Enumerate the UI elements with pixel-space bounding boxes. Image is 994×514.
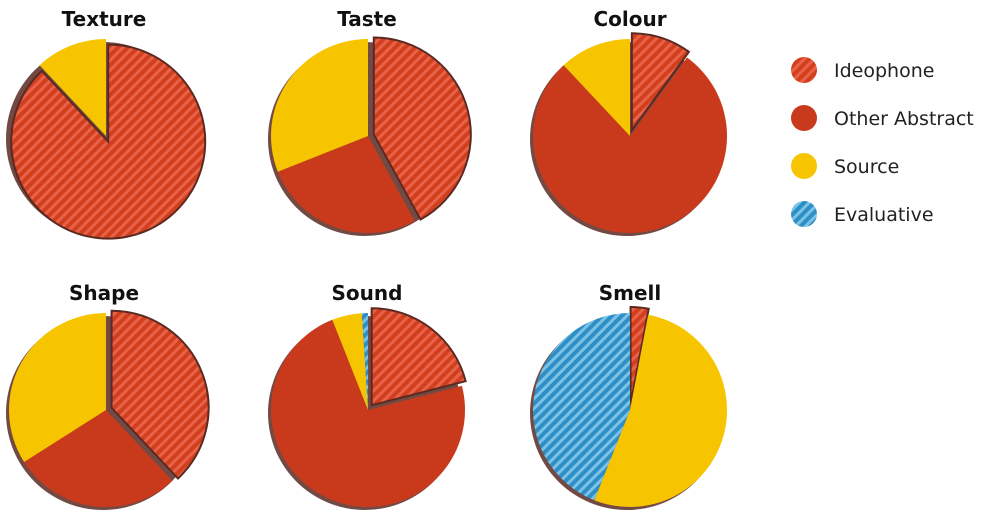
pie-texture: Texture (6, 7, 207, 240)
legend-item-other-abstract: Other Abstract (791, 105, 974, 131)
pie-slice-shape-source (9, 312, 106, 462)
pie-slice-shape-other-abstract (24, 410, 173, 507)
pie-slice-smell-evaluative (533, 313, 630, 501)
pie-shape: Shape (6, 281, 210, 510)
legend-swatch-ideophone (791, 57, 817, 83)
pie-slice-sound-other-abstract (271, 319, 465, 507)
legend-item-ideophone: Ideophone (791, 57, 934, 83)
pie-slice-smell-ideophone (629, 306, 650, 405)
legend-label-evaluative: Evaluative (834, 204, 934, 226)
pie-title-colour: Colour (593, 7, 666, 31)
legend-item-source: Source (791, 153, 899, 179)
legend-item-evaluative: Evaluative (791, 201, 934, 227)
pie-slice-taste-ideophone (372, 36, 472, 221)
pie-smell: Smell (530, 281, 728, 510)
pie-slice-smell-source (594, 314, 728, 507)
pie-slice-colour-other-abstract (533, 57, 727, 233)
pie-title-shape: Shape (69, 281, 139, 305)
pie-slice-texture-source (39, 39, 106, 136)
legend-swatch-other-abstract (791, 105, 817, 131)
pie-sound: Sound (268, 281, 467, 510)
pie-taste: Taste (268, 7, 472, 236)
pie-colour: Colour (530, 7, 727, 236)
legend-label-other-abstract: Other Abstract (834, 108, 974, 130)
pie-title-texture: Texture (62, 7, 147, 31)
pie-title-smell: Smell (599, 281, 662, 305)
pie-slice-colour-ideophone (630, 32, 691, 134)
legend-label-source: Source (834, 156, 899, 178)
pie-slice-texture-ideophone (10, 43, 207, 240)
pie-slice-shape-ideophone (110, 309, 210, 480)
pie-slice-sound-evaluative (361, 313, 368, 410)
legend-swatch-evaluative (791, 201, 817, 227)
pie-title-taste: Taste (337, 7, 397, 31)
legend: Ideophone Other Abstract Source Evaluati… (791, 57, 974, 227)
pie-title-sound: Sound (332, 281, 403, 305)
pie-slice-sound-source (332, 313, 368, 410)
legend-swatch-source (791, 153, 817, 179)
pie-slice-taste-source (271, 39, 368, 172)
pie-slice-colour-source (563, 39, 630, 136)
pie-slice-sound-ideophone (370, 307, 467, 407)
pie-slice-taste-other-abstract (277, 136, 415, 233)
legend-label-ideophone: Ideophone (834, 60, 934, 82)
